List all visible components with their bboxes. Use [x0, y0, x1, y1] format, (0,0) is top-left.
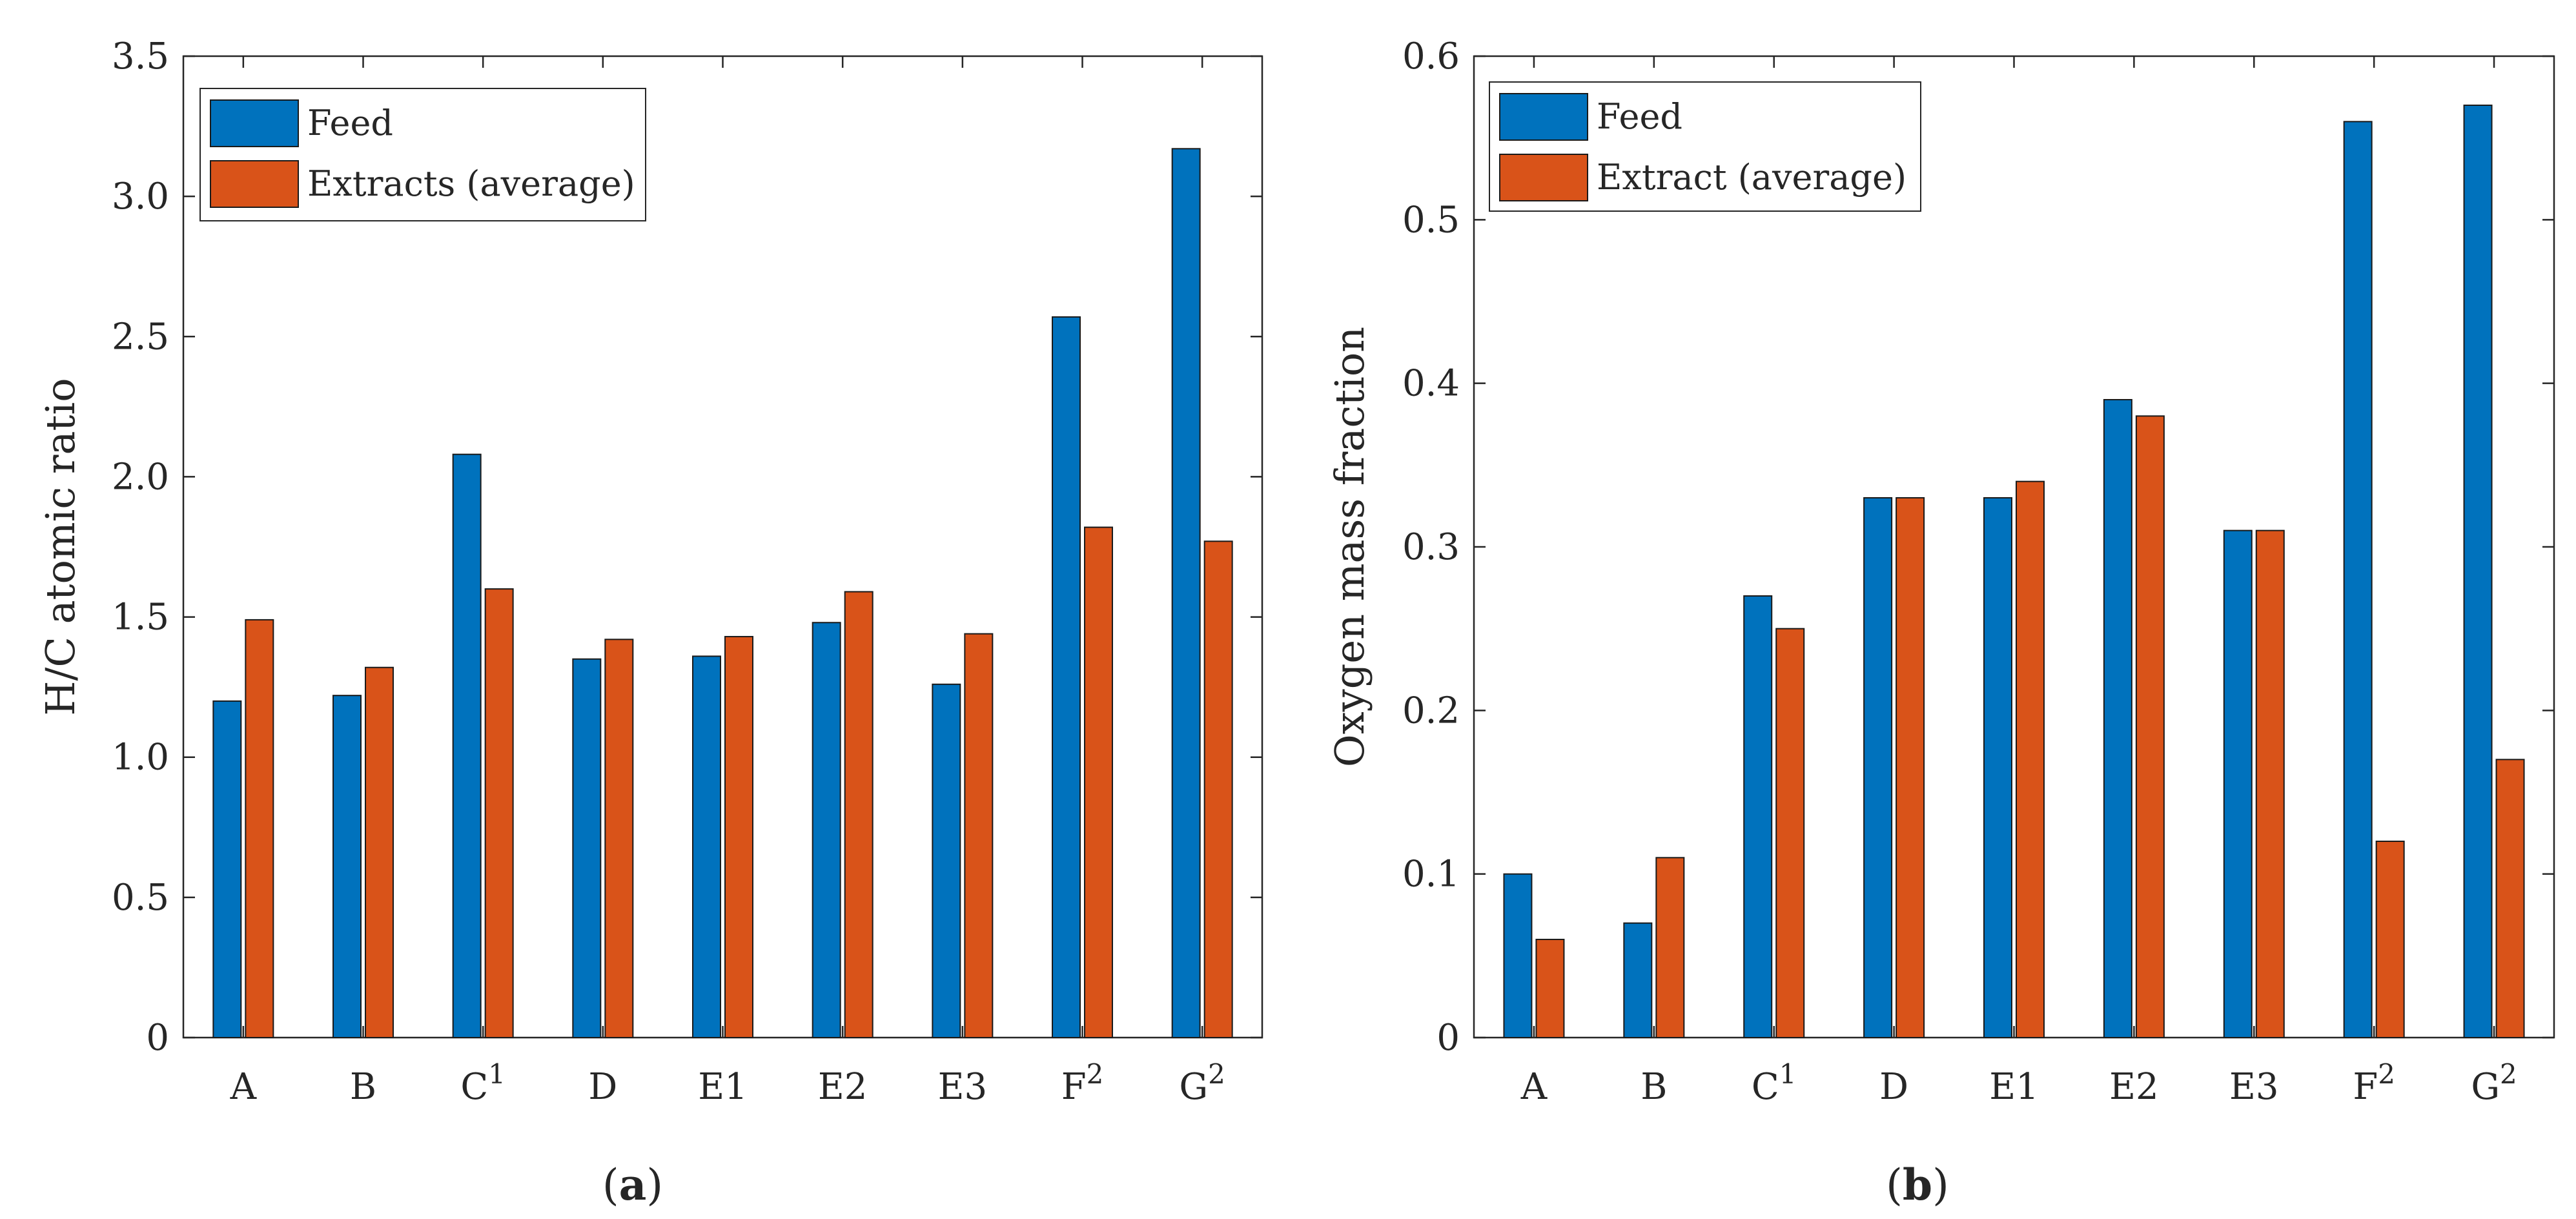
chart0-ytick-label-4: 2.0: [112, 456, 169, 498]
chart0-xtick-label-6: E3: [938, 1066, 988, 1108]
chart1-xtick-label-3: D: [1879, 1066, 1908, 1108]
chart0-xtick-label-7: F2: [1061, 1058, 1104, 1108]
chart0-ytick-label-1: 0.5: [112, 877, 169, 919]
chart1-ytick-label-4: 0.4: [1402, 363, 1460, 405]
chart1-bar-feed-1: [1623, 922, 1653, 1038]
chart0-xtick-label-0: A: [230, 1066, 257, 1108]
chart0-legend-swatch-1: [210, 160, 299, 208]
chart0-bar-extract-6: [964, 633, 994, 1038]
chart0-xtick-label-3: D: [588, 1066, 617, 1108]
chart1-xtick-label-6: E3: [2229, 1066, 2279, 1108]
chart0-bar-feed-1: [332, 695, 362, 1038]
chart1-xtick-label-0: A: [1520, 1066, 1548, 1108]
chart1-legend: Feed Extract (average): [1489, 81, 1921, 212]
chart1-legend-swatch-1: [1499, 154, 1588, 201]
chart1-xtick-label-4: E1: [1989, 1066, 2039, 1108]
chart0-bar-feed-4: [692, 655, 721, 1038]
chart0-ytick-label-7: 3.5: [112, 36, 169, 77]
chart0-xtick-label-1: B: [350, 1066, 376, 1108]
chart1-xtick-label-7: F2: [2353, 1058, 2395, 1108]
chart0-group: 0 0.5 1.0 1.5 2.0 2.5 3.0 3.5 A B C1 D E1 E2 E3 F2 G2 H/C…: [37, 36, 1263, 1210]
chart1-bar-feed-8: [2463, 105, 2493, 1038]
chart1-bar-feed-2: [1743, 595, 1773, 1038]
chart0-bar-feed-2: [452, 453, 482, 1038]
chart0-ytick-label-3: 1.5: [112, 597, 169, 639]
chart0-xtick-label-2: C1: [460, 1058, 506, 1108]
chart0-bar-extract-0: [245, 619, 274, 1038]
chart0-bar-extract-8: [1203, 540, 1233, 1038]
chart0-bar-feed-8: [1171, 148, 1201, 1038]
chart1-bar-extract-6: [2255, 529, 2285, 1038]
chart1-ylabel: Oxygen mass fraction: [1326, 327, 1373, 767]
chart0-bar-feed-0: [212, 700, 242, 1039]
chart0-ylabel: H/C atomic ratio: [37, 378, 84, 715]
chart1-xtick-label-5: E2: [2109, 1066, 2159, 1108]
chart0-bar-extract-4: [724, 635, 753, 1038]
chart1-bar-feed-4: [1983, 497, 2012, 1038]
chart1-bar-extract-8: [2495, 759, 2525, 1039]
chart0-legend-label-0: Feed: [307, 103, 393, 143]
chart1-xtick-label-8: G2: [2471, 1058, 2517, 1108]
chart0-ytick-label-2: 1.0: [112, 737, 169, 779]
chart0-legend: Feed Extracts (average): [199, 88, 646, 221]
chart1-ytick-label-5: 0.5: [1402, 199, 1460, 241]
chart1-ytick-label-1: 0.1: [1402, 854, 1460, 896]
chart0-ytick-label-5: 2.5: [112, 316, 169, 358]
chart0-xtick-label-4: E1: [698, 1066, 748, 1108]
chart1-bar-extract-4: [2016, 480, 2045, 1038]
chart1-bar-feed-5: [2103, 399, 2132, 1038]
chart1-bar-extract-3: [1896, 497, 1925, 1038]
chart0-bar-extract-3: [604, 639, 634, 1038]
chart0-bar-feed-3: [572, 658, 602, 1038]
chart0-bar-feed-5: [812, 622, 841, 1038]
chart1-bar-extract-0: [1535, 939, 1565, 1038]
chart1-xtick-label-1: B: [1641, 1066, 1667, 1108]
chart0-ytick-label-0: 0: [146, 1017, 169, 1059]
chart0-ytick-label-6: 3.0: [112, 176, 169, 218]
chart1-bar-feed-0: [1503, 873, 1533, 1038]
chart0-legend-swatch-0: [210, 99, 299, 147]
chart1-xtick-label-2: C1: [1752, 1058, 1797, 1108]
chart0-xtick-label-5: E2: [818, 1066, 868, 1108]
chart1-ytick-label-2: 0.2: [1402, 690, 1460, 732]
chart1-ytick-label-6: 0.6: [1402, 36, 1460, 77]
chart0-bar-extract-1: [365, 666, 394, 1038]
chart0-panel-label: (a): [602, 1160, 663, 1210]
chart0-bar-feed-6: [932, 683, 961, 1039]
chart1-bar-feed-3: [1863, 497, 1893, 1038]
chart1-group: 0 0.1 0.2 0.3 0.4 0.5 0.6 A B C1 D E1 E2 E3 F2 G2 Oxygen…: [1326, 36, 2555, 1210]
chart1-bar-feed-6: [2223, 529, 2253, 1038]
chart1-bar-extract-1: [1655, 857, 1685, 1039]
chart0-xtick-label-8: G2: [1179, 1058, 1225, 1108]
chart1-legend-label-0: Feed: [1597, 96, 1682, 137]
chart1-bar-extract-5: [2135, 415, 2165, 1038]
chart0-bar-feed-7: [1052, 316, 1081, 1038]
chart0-bar-extract-2: [484, 588, 514, 1038]
chart1-bar-extract-2: [1775, 628, 1805, 1038]
chart1-panel-label: (b): [1886, 1160, 1949, 1210]
chart0-bar-extract-7: [1084, 526, 1113, 1038]
chart1-ytick-label-3: 0.3: [1402, 526, 1460, 568]
chart1-legend-swatch-0: [1499, 93, 1588, 141]
chart1-legend-label-1: Extract (average): [1597, 157, 1906, 198]
chart1-ytick-label-0: 0: [1436, 1017, 1460, 1059]
chart0-bar-extract-5: [844, 591, 874, 1038]
chart0-legend-label-1: Extracts (average): [307, 163, 635, 204]
chart1-bar-feed-7: [2343, 121, 2373, 1038]
chart1-bar-extract-7: [2375, 841, 2405, 1038]
